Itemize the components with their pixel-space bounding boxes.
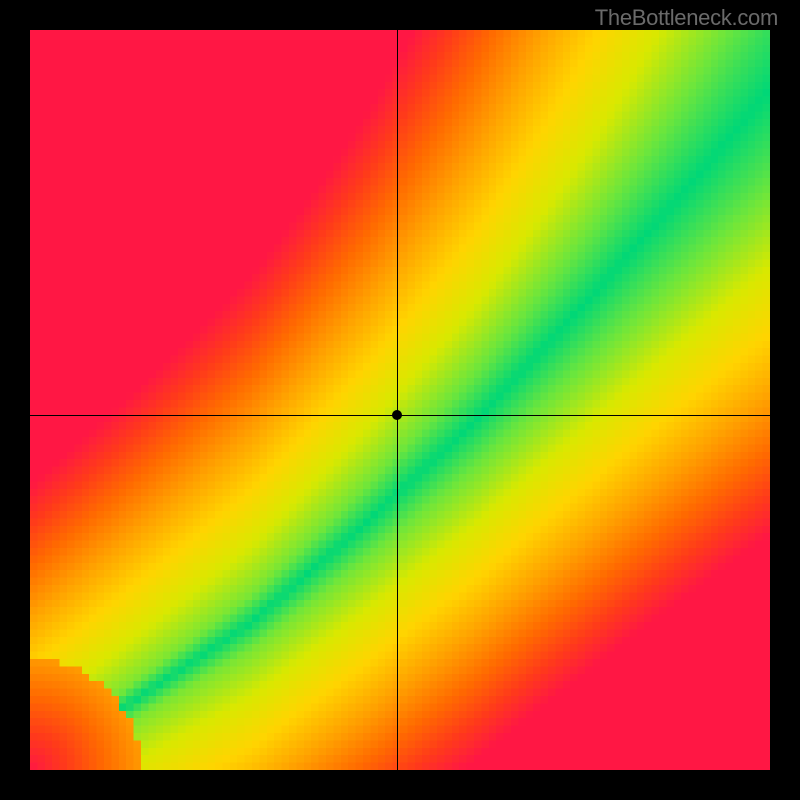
selection-marker[interactable] [392,410,402,420]
bottleneck-heatmap [30,30,770,770]
crosshair-vertical [397,30,398,770]
heatmap-canvas [30,30,770,770]
watermark-label: TheBottleneck.com [595,5,778,31]
